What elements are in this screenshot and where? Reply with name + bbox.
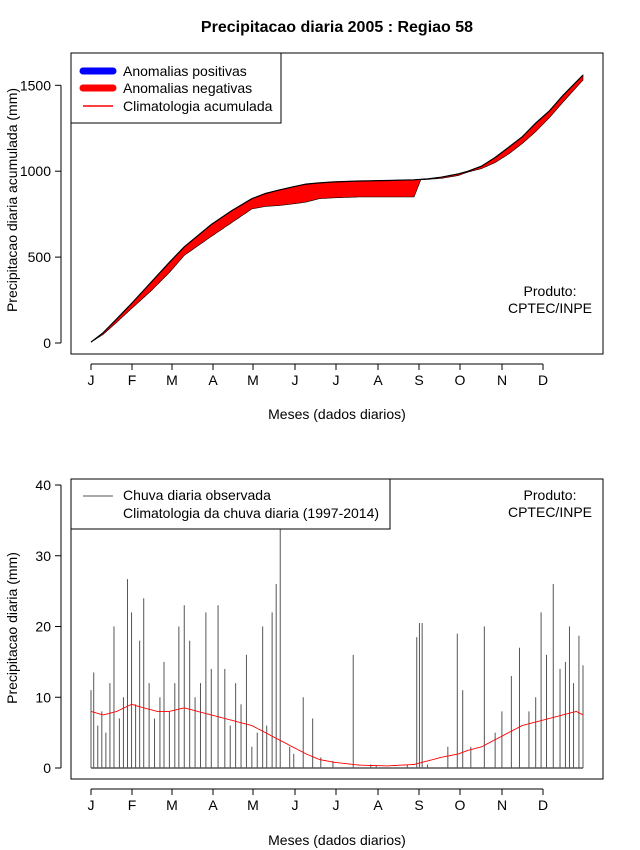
legend-label-positive: Anomalias positivas bbox=[123, 63, 247, 79]
y-axis: 0 10 20 30 40 bbox=[35, 477, 62, 776]
x-tick-label: J bbox=[333, 797, 340, 813]
daily-bars bbox=[90, 485, 584, 769]
daily-panel: 0 10 20 30 40 J F M A M J J A S O N D Meses (dados diar… bbox=[4, 477, 604, 848]
y-tick-label: 1000 bbox=[20, 163, 51, 179]
x-tick-label: O bbox=[455, 372, 466, 388]
plot-frame bbox=[70, 52, 604, 355]
y-tick-label: 500 bbox=[28, 249, 52, 265]
x-tick-label: J bbox=[88, 372, 95, 388]
x-tick-label: M bbox=[166, 797, 178, 813]
x-tick-label: N bbox=[497, 372, 507, 388]
cumulative-panel: 0 500 1000 1500 J F M A M J J A S O N D Meses (dados d… bbox=[4, 52, 604, 422]
y-axis: 0 500 1000 1500 bbox=[20, 77, 62, 351]
climatology-daily-line bbox=[90, 703, 584, 767]
legend-box bbox=[70, 478, 391, 530]
x-axis-label: Meses (dados diarios) bbox=[268, 406, 406, 422]
product-label: Produto: bbox=[524, 487, 577, 503]
x-tick-label: S bbox=[414, 797, 423, 813]
y-tick-label: 0 bbox=[43, 760, 51, 776]
x-tick-label: M bbox=[247, 797, 259, 813]
product-source: CPTEC/INPE bbox=[508, 504, 592, 520]
x-tick-label: O bbox=[455, 797, 466, 813]
x-tick-label: J bbox=[88, 797, 95, 813]
product-source: CPTEC/INPE bbox=[508, 300, 592, 316]
x-tick-label: D bbox=[538, 797, 548, 813]
legend-label-climatology: Climatologia acumulada bbox=[123, 98, 273, 114]
y-axis-label: Precipitacao diaria acumulada (mm) bbox=[4, 88, 20, 312]
x-tick-label: F bbox=[128, 372, 137, 388]
climatology-line bbox=[90, 703, 584, 767]
product-label: Produto: bbox=[524, 283, 577, 299]
x-tick-label: A bbox=[208, 797, 218, 813]
x-tick-label: J bbox=[292, 797, 299, 813]
x-tick-label: S bbox=[414, 372, 423, 388]
x-tick-label: A bbox=[373, 797, 383, 813]
legend-label-climatology: Climatologia da chuva diaria (1997-2014) bbox=[123, 505, 379, 521]
x-tick-label: J bbox=[333, 372, 340, 388]
x-tick-label: M bbox=[166, 372, 178, 388]
y-tick-label: 40 bbox=[35, 477, 51, 493]
x-tick-label: M bbox=[247, 372, 259, 388]
x-tick-label: J bbox=[292, 372, 299, 388]
x-axis-label: Meses (dados diarios) bbox=[268, 832, 406, 848]
x-tick-label: A bbox=[208, 372, 218, 388]
y-tick-label: 1500 bbox=[20, 77, 51, 93]
y-tick-label: 10 bbox=[35, 689, 51, 705]
legend: Chuva diaria observada Climatologia da c… bbox=[70, 478, 391, 530]
climatology-line bbox=[90, 74, 584, 343]
y-axis-label: Precipitacao diaria (mm) bbox=[4, 552, 20, 704]
y-tick-label: 20 bbox=[35, 619, 51, 635]
x-tick-label: A bbox=[373, 372, 383, 388]
x-tick-label: D bbox=[538, 372, 548, 388]
legend: Anomalias positivas Anomalias negativas … bbox=[70, 52, 282, 124]
x-tick-label: F bbox=[128, 797, 137, 813]
legend-label-observed: Chuva diaria observada bbox=[123, 487, 271, 503]
series-lines bbox=[90, 74, 584, 343]
x-tick-label: N bbox=[497, 797, 507, 813]
y-tick-label: 30 bbox=[35, 548, 51, 564]
legend-label-negative: Anomalias negativas bbox=[123, 80, 252, 96]
y-tick-label: 0 bbox=[43, 335, 51, 351]
chart-title: Precipitacao diaria 2005 : Regiao 58 bbox=[201, 19, 473, 36]
